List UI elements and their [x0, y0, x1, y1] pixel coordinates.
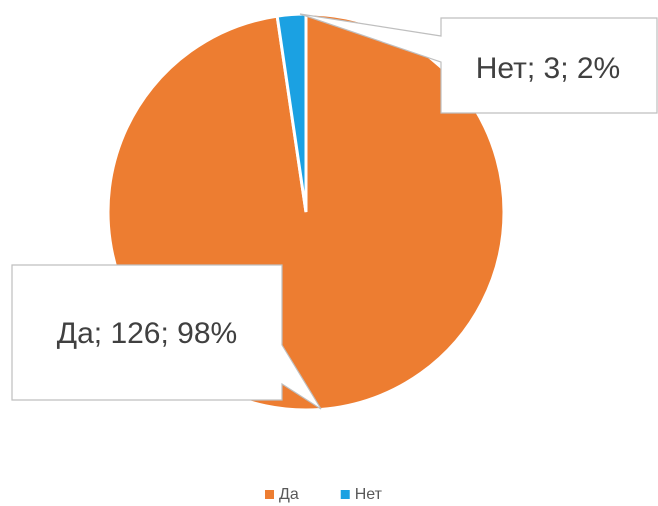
callout-box — [299, 13, 658, 114]
legend-label: Да — [279, 486, 299, 503]
legend-swatch — [340, 490, 350, 499]
legend: Да Нет — [265, 486, 383, 503]
pie-slice — [275, 12, 308, 213]
callout-box — [11, 264, 322, 410]
legend-swatch — [265, 490, 274, 499]
legend-label: Нет — [355, 486, 383, 503]
data-label: Да; 126; 98% — [57, 317, 237, 350]
data-label: Нет; 3; 2% — [476, 52, 620, 85]
